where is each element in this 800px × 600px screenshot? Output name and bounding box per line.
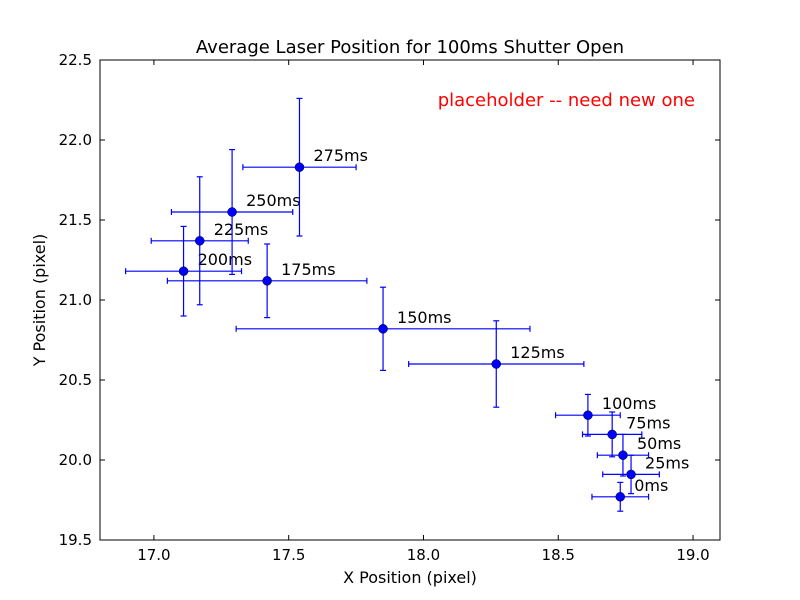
- data-point-label: 175ms: [281, 260, 335, 279]
- data-point-label: 75ms: [626, 413, 670, 432]
- data-point: [491, 359, 502, 369]
- y-tick-label: 19.5: [59, 531, 92, 549]
- y-tick-label: 22.5: [59, 51, 92, 69]
- data-point-group: 75ms: [581, 411, 670, 458]
- data-point-label: 100ms: [602, 394, 656, 413]
- x-tick-label: 18.5: [542, 546, 575, 564]
- data-point-group: 200ms: [125, 225, 252, 317]
- y-tick-label: 21.5: [59, 211, 92, 229]
- data-point: [626, 469, 636, 480]
- data-point-label: 225ms: [214, 220, 268, 239]
- data-point: [615, 492, 626, 502]
- x-tick-label: 19.0: [676, 546, 709, 564]
- data-point: [194, 236, 205, 246]
- data-point-label: 50ms: [637, 434, 681, 453]
- data-point-label: 250ms: [246, 191, 300, 210]
- data-point: [583, 410, 593, 420]
- plot-frame: [99, 59, 721, 541]
- data-point: [227, 207, 237, 217]
- data-point-label: 25ms: [645, 453, 689, 472]
- data-point-group: 150ms: [235, 286, 531, 371]
- y-tick-label: 22.0: [59, 131, 92, 149]
- data-point-label: 200ms: [198, 250, 252, 269]
- data-point-group: 275ms: [242, 97, 368, 237]
- data-point-group: 125ms: [408, 320, 585, 408]
- data-point: [178, 266, 189, 276]
- y-tick-label: 20.5: [59, 371, 92, 389]
- x-tick-label: 18.0: [407, 546, 440, 564]
- data-point-group: 100ms: [554, 393, 656, 437]
- data-point-label: 0ms: [634, 476, 668, 495]
- chart-title: Average Laser Position for 100ms Shutter…: [196, 37, 624, 58]
- data-point-label: 275ms: [313, 146, 367, 165]
- y-tick-label: 20.0: [59, 451, 92, 469]
- data-point-group: 250ms: [170, 149, 301, 275]
- data-point-label: 125ms: [510, 343, 564, 362]
- data-point: [607, 429, 617, 440]
- x-tick-label: 17.5: [272, 546, 305, 564]
- x-tick-label: 17.0: [137, 546, 170, 564]
- data-point-group: 0ms: [591, 476, 668, 512]
- y-tick-label: 21.0: [59, 291, 92, 309]
- data-point: [262, 276, 272, 286]
- data-point-label: 150ms: [397, 308, 451, 327]
- data-point-group: 175ms: [166, 243, 368, 319]
- placeholder-annotation: placeholder -- need new one: [438, 90, 695, 111]
- data-point-group: 25ms: [602, 453, 689, 495]
- data-point: [618, 450, 628, 460]
- data-point: [378, 324, 388, 334]
- y-axis-label: Y Position (pixel): [30, 234, 49, 368]
- x-axis-label: X Position (pixel): [343, 568, 477, 587]
- data-point-group: 50ms: [596, 433, 681, 477]
- data-point: [294, 162, 305, 172]
